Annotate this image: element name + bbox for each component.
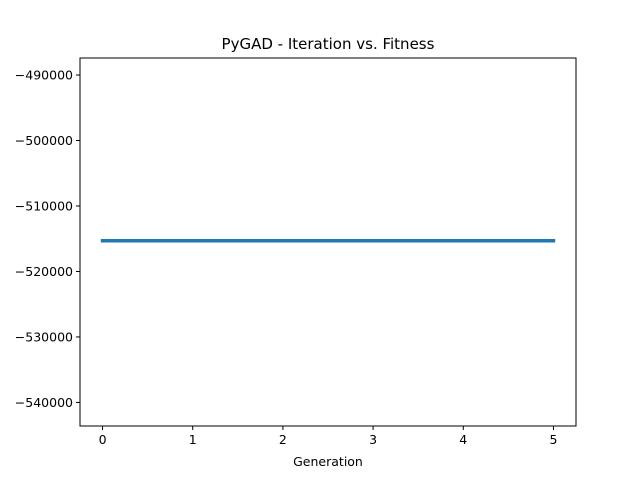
y-tick-label: −530000 xyxy=(15,329,73,344)
y-tick-label: −520000 xyxy=(15,264,73,279)
y-tick-label: −510000 xyxy=(15,198,73,213)
chart-title: PyGAD - Iteration vs. Fitness xyxy=(222,35,435,53)
y-tick-label: −540000 xyxy=(15,395,73,410)
plot-frame xyxy=(79,57,577,427)
y-axis: −490000 −500000 −510000 −520000 −530000 −5400… xyxy=(15,68,80,410)
x-tick-label: 2 xyxy=(279,432,287,447)
x-tick-label: 0 xyxy=(99,432,107,447)
x-tick-label: 4 xyxy=(459,432,467,447)
x-axis-label: Generation xyxy=(293,454,363,469)
y-tick-label: −500000 xyxy=(15,133,73,148)
y-tick-label: −490000 xyxy=(15,68,73,83)
x-tick-label: 1 xyxy=(189,432,197,447)
x-tick-label: 5 xyxy=(549,432,557,447)
x-tick-label: 3 xyxy=(369,432,377,447)
x-axis: 0 1 2 3 4 5 xyxy=(99,426,557,447)
